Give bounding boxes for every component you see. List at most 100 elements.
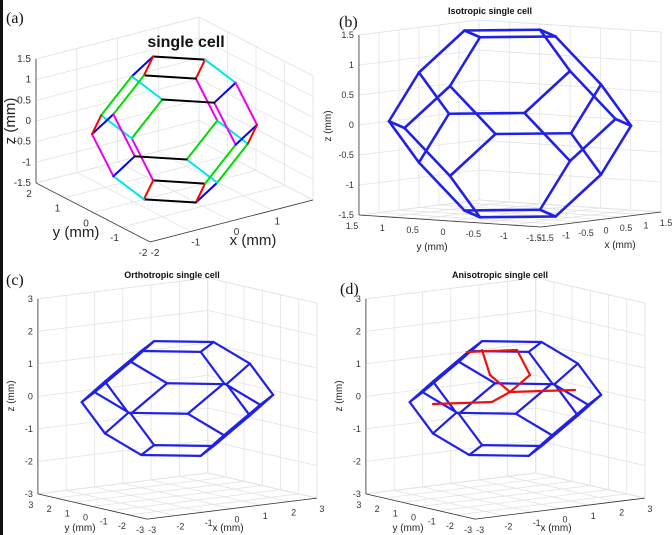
strut (204, 58, 237, 84)
gridline (358, 139, 479, 156)
strut (447, 111, 526, 116)
gridline (365, 375, 536, 397)
strut (468, 453, 530, 457)
y-tick-label: 2 (47, 504, 52, 514)
x-tick-label: -0.5 (578, 228, 594, 238)
strut (554, 35, 603, 86)
z-tick-label: -1 (22, 157, 31, 168)
strut (481, 340, 543, 344)
gridline (449, 205, 571, 222)
gridline (37, 472, 208, 495)
x-tick-label: -1 (562, 231, 570, 241)
figure-left-border (0, 0, 3, 535)
strut (550, 382, 590, 406)
strut (103, 411, 130, 435)
gridline (365, 310, 536, 332)
strut (130, 98, 164, 140)
z-tick-label: -0.5 (14, 137, 32, 148)
gridline (37, 277, 208, 300)
strut (194, 182, 207, 204)
x-tick-label: 1 (263, 511, 268, 521)
gridline (198, 140, 314, 201)
z-tick-label: 2 (28, 326, 33, 336)
gridline (198, 37, 314, 98)
z-tick-label: 1 (28, 359, 33, 369)
y-tick-label: 1 (393, 508, 398, 518)
strut (213, 101, 237, 146)
strut (91, 113, 115, 136)
y-tick-label: -0.5 (466, 229, 482, 239)
gridline (365, 342, 536, 365)
z-axis-label: z (mm) (2, 98, 19, 145)
strut (463, 29, 482, 39)
strut (599, 83, 633, 128)
strut (153, 444, 215, 448)
x-tick-label: -2 (504, 522, 512, 532)
strut (553, 383, 579, 417)
z-tick-label: 0 (349, 120, 354, 130)
panel-label: (c) (6, 272, 24, 289)
gridline (510, 209, 631, 226)
strut (540, 414, 579, 448)
strut (213, 81, 237, 104)
strut (112, 155, 136, 178)
z-tick-label: 0.5 (341, 90, 354, 100)
strut (259, 393, 275, 406)
strut (129, 360, 169, 385)
highlighted-strut (508, 373, 532, 394)
strut (569, 131, 603, 176)
gridline (365, 472, 536, 495)
strut (457, 360, 497, 385)
gridline (35, 57, 200, 101)
z-tick-label: 0 (25, 116, 31, 127)
y-tick-label: -2 (118, 521, 126, 531)
y-axis-label: y (mm) (53, 224, 100, 241)
z-tick-label: 1.5 (17, 54, 31, 65)
strut (91, 133, 115, 178)
x-tick-label: 1 (644, 221, 649, 231)
gridline (37, 440, 208, 462)
strut (387, 119, 406, 130)
gridline (438, 489, 609, 512)
strut (140, 453, 202, 457)
x-tick-label: 1.5 (660, 218, 672, 228)
x-tick-label: 3 (647, 504, 652, 514)
strut (417, 29, 466, 74)
strut (523, 69, 572, 115)
gridline (478, 19, 662, 33)
x-tick-label: 0 (562, 515, 567, 525)
strut (194, 77, 219, 122)
z-tick-label: 3 (28, 294, 33, 304)
strut (494, 131, 573, 136)
gridline (35, 140, 200, 184)
z-tick-label: 0 (28, 391, 33, 401)
x-tick-label: -1 (191, 237, 200, 248)
y-tick-label: 3 (356, 500, 361, 510)
strut (80, 391, 96, 404)
z-tick-label: 1 (356, 359, 361, 369)
y-tick-label: 0 (411, 513, 416, 523)
strut (216, 142, 249, 184)
z-tick-label: 1 (349, 60, 354, 70)
strut (112, 74, 145, 116)
x-tick-label: -2 (151, 248, 160, 259)
strut (234, 123, 258, 146)
gridline (35, 37, 200, 81)
y-tick-label: -3 (464, 525, 472, 535)
z-tick-label: 1.5 (341, 30, 354, 40)
strut (153, 340, 215, 344)
strut (80, 400, 107, 435)
gridline (198, 119, 314, 180)
strut (417, 71, 451, 116)
gridline (384, 476, 554, 499)
strut (140, 349, 202, 353)
strut (103, 349, 143, 383)
gridline (198, 16, 314, 77)
panel-title: Anisotropic single cell (452, 270, 548, 280)
strut (246, 123, 258, 145)
gridline (478, 49, 662, 63)
z-tick-label: -1.5 (14, 178, 32, 189)
strut (225, 383, 251, 417)
gridline (358, 169, 479, 186)
